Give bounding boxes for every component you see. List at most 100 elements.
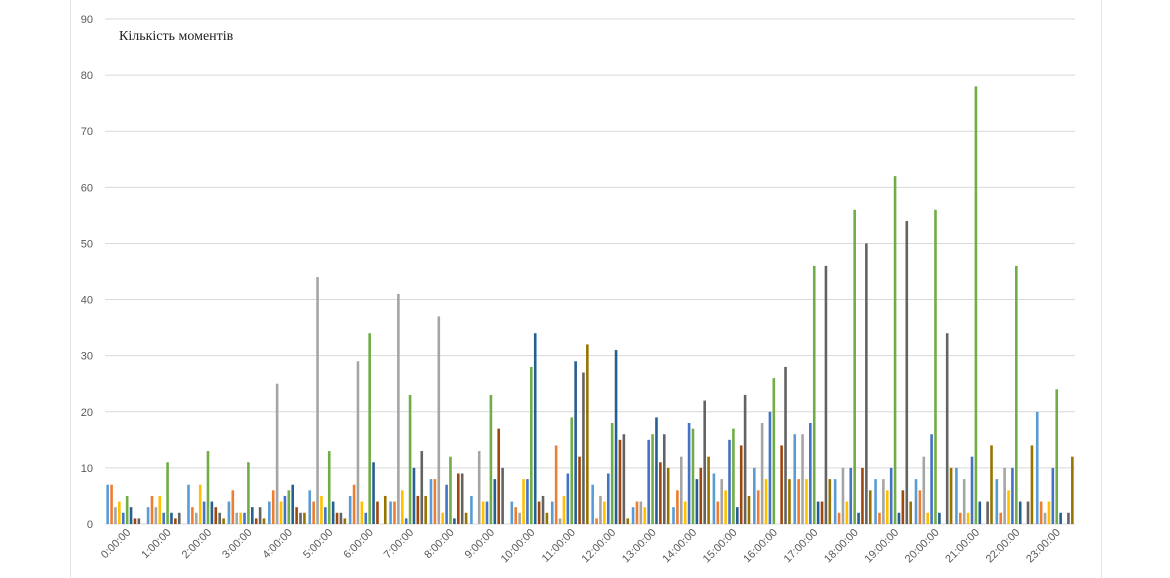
bar: [683, 501, 687, 524]
bar: [493, 479, 497, 524]
bar: [275, 383, 279, 524]
bar: [631, 507, 635, 524]
bar: [955, 467, 958, 524]
bar: [1067, 512, 1070, 524]
bar: [243, 512, 246, 524]
bar: [780, 445, 783, 524]
bar: [812, 265, 816, 524]
bar: [662, 434, 666, 524]
bar: [687, 423, 691, 524]
bar: [1035, 411, 1039, 524]
bar: [501, 467, 504, 524]
bar: [437, 316, 441, 524]
x-tick-label: 18:00:00: [822, 527, 861, 566]
bar: [606, 473, 610, 524]
bar: [591, 484, 594, 524]
y-tick-label: 80: [81, 70, 93, 82]
bar: [271, 490, 275, 524]
bar: [885, 490, 889, 524]
bar: [258, 507, 262, 524]
bar: [743, 394, 747, 524]
x-tick-label: 8:00:00: [422, 527, 456, 561]
bar: [1007, 490, 1010, 524]
bar: [610, 423, 614, 524]
bar: [497, 428, 501, 524]
bar: [533, 333, 537, 524]
bar: [666, 467, 670, 524]
x-tick-label: 9:00:00: [463, 527, 497, 561]
y-tick-label: 0: [87, 519, 93, 531]
bar: [477, 451, 481, 524]
bar: [909, 501, 912, 524]
bar: [397, 293, 400, 524]
bar: [222, 518, 225, 524]
bar: [118, 501, 121, 524]
x-tick-label: 20:00:00: [903, 527, 942, 566]
bar: [376, 501, 379, 524]
bar: [614, 350, 618, 524]
y-tick-label: 30: [81, 351, 93, 363]
bar: [170, 512, 173, 524]
bar: [133, 518, 137, 524]
bar: [166, 462, 169, 524]
y-tick-label: 60: [81, 182, 93, 194]
x-tick-label: 0:00:00: [99, 527, 133, 561]
bar: [962, 479, 966, 524]
bar: [335, 512, 339, 524]
bar: [699, 467, 703, 524]
bar: [191, 507, 194, 524]
bar: [279, 501, 283, 524]
bar: [316, 277, 319, 524]
bar: [922, 456, 926, 524]
bar: [1018, 501, 1022, 524]
bar: [231, 490, 235, 524]
bar: [732, 428, 735, 524]
bar: [433, 479, 437, 524]
bar: [938, 512, 941, 524]
x-tick-label: 5:00:00: [301, 527, 335, 561]
bar: [820, 501, 824, 524]
bar: [805, 479, 808, 524]
bar: [659, 462, 662, 524]
bar: [202, 501, 206, 524]
bar: [720, 479, 724, 524]
bar: [974, 86, 978, 524]
x-tick-label: 22:00:00: [984, 527, 1023, 566]
bar: [578, 456, 581, 524]
bar: [833, 479, 837, 524]
bar: [1051, 467, 1055, 524]
bar: [554, 445, 558, 524]
x-tick-label: 6:00:00: [341, 527, 375, 561]
bar: [990, 445, 993, 524]
bar: [1003, 467, 1006, 524]
bar: [639, 501, 643, 524]
bar: [703, 400, 706, 524]
bar: [303, 512, 306, 524]
bar: [691, 428, 695, 524]
bar: [291, 484, 295, 524]
bar: [110, 484, 113, 524]
bar: [129, 507, 133, 524]
bar: [655, 417, 658, 524]
bars: [106, 86, 1074, 525]
bar: [760, 423, 764, 524]
bar: [239, 512, 242, 524]
bar: [146, 507, 150, 524]
bar: [582, 372, 585, 524]
bar: [445, 484, 448, 524]
bar: [986, 501, 989, 524]
x-tick-label: 1:00:00: [139, 527, 173, 561]
bar: [595, 518, 598, 524]
bar: [1039, 501, 1043, 524]
bar: [889, 467, 893, 524]
bar: [210, 501, 214, 524]
bar: [1026, 501, 1030, 524]
bar: [368, 333, 371, 524]
bar: [768, 411, 772, 524]
bar: [514, 507, 518, 524]
bar: [522, 479, 525, 524]
y-tick-label: 10: [81, 463, 93, 475]
bar: [1059, 512, 1062, 524]
bar: [995, 479, 999, 524]
bar: [150, 495, 154, 524]
